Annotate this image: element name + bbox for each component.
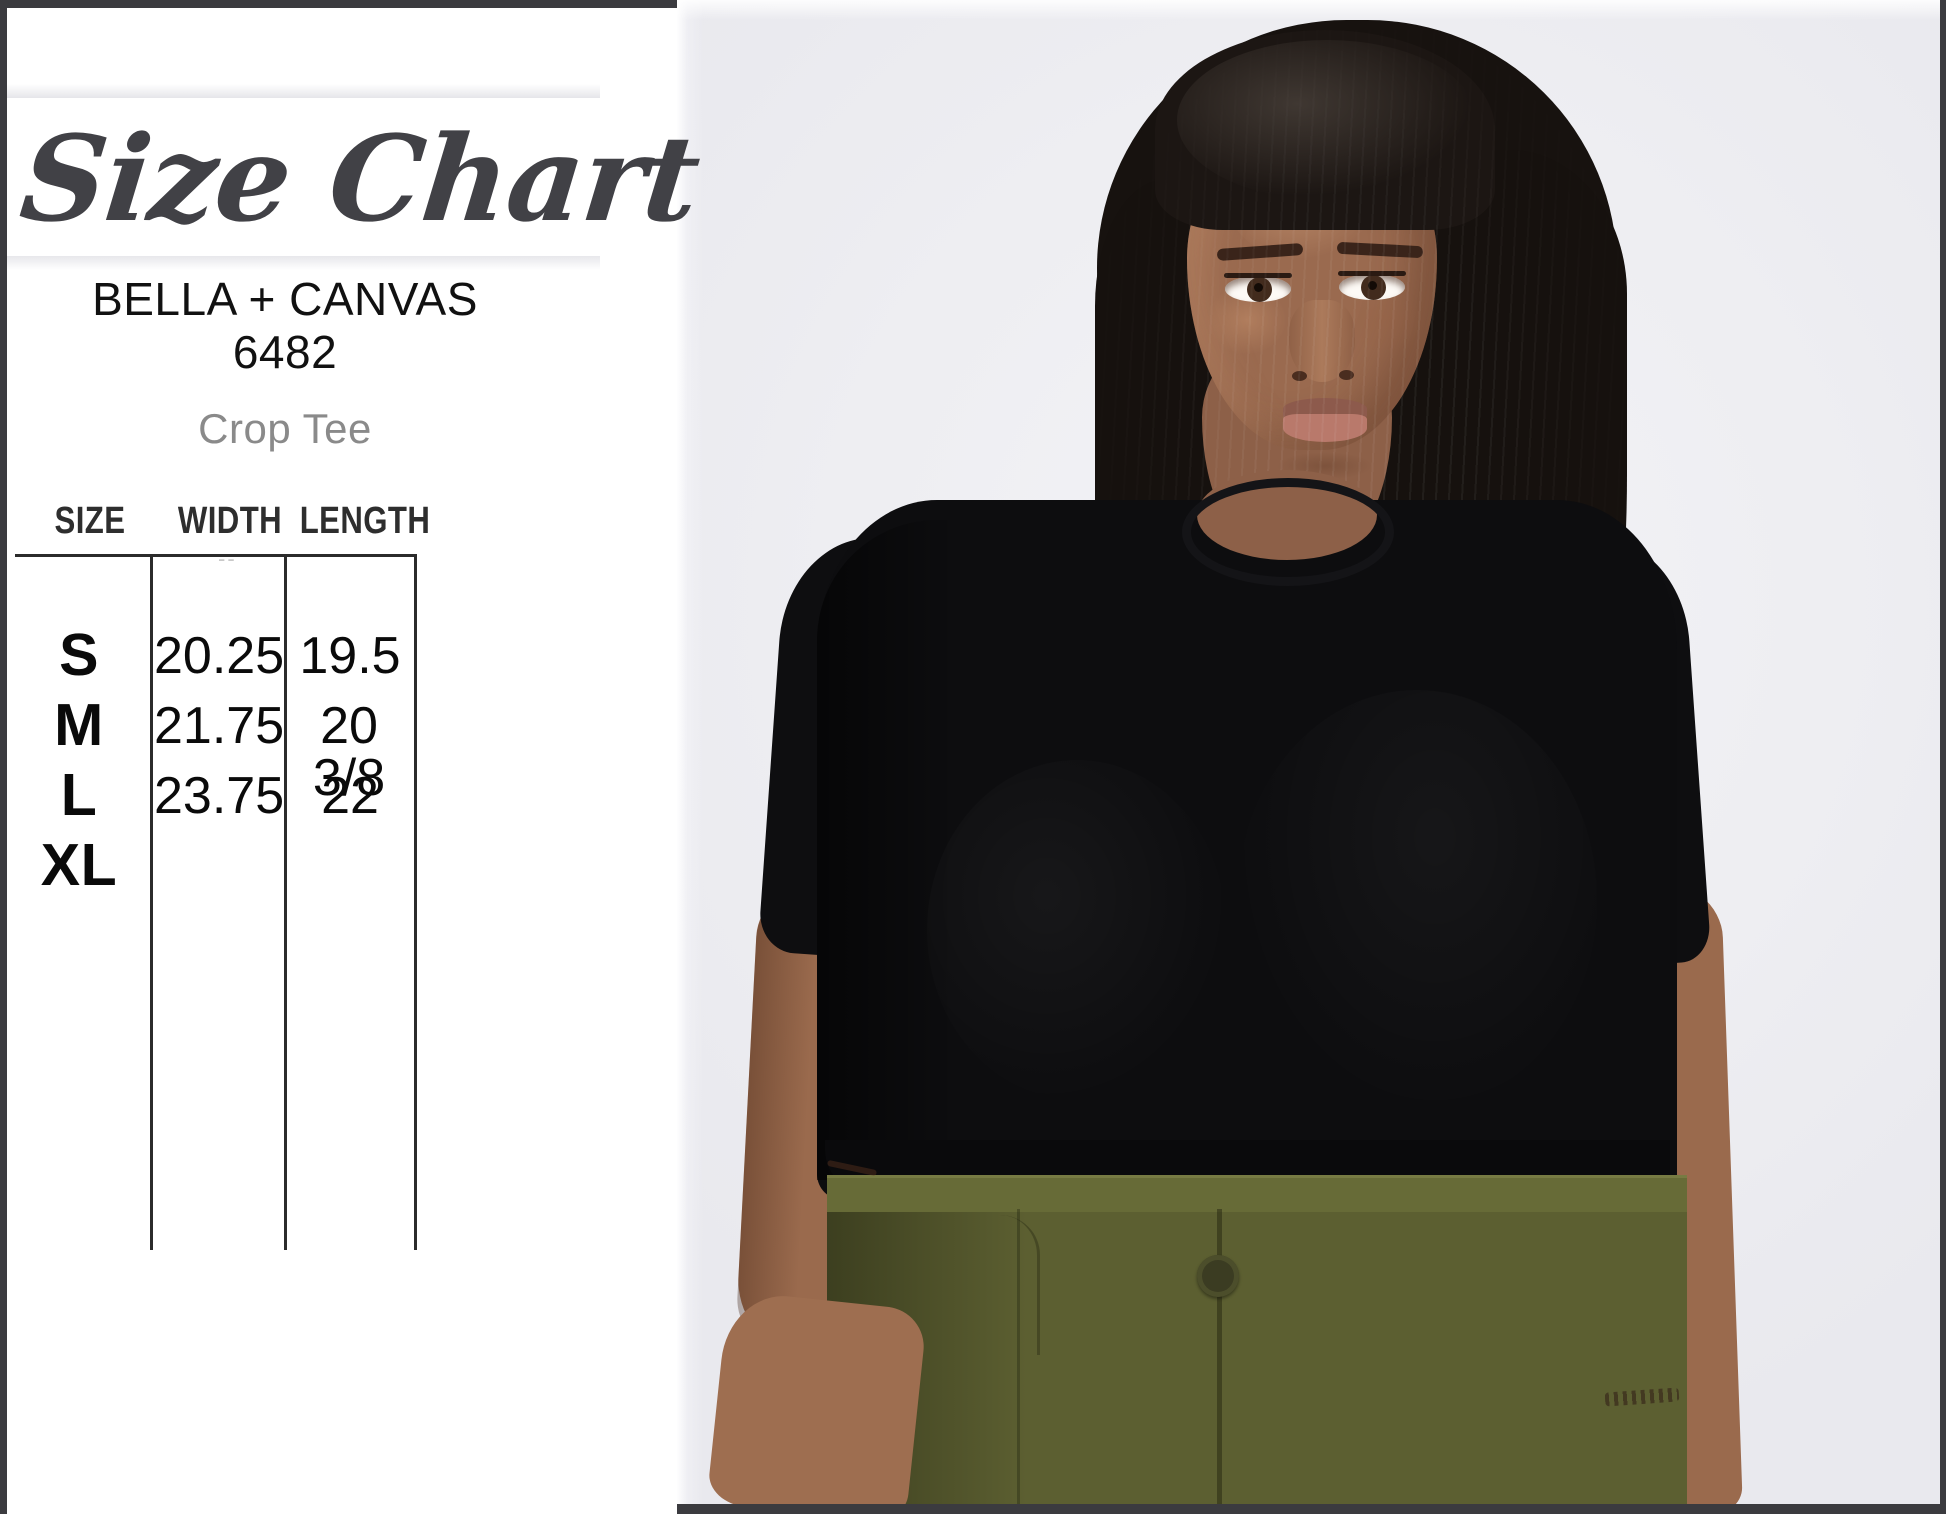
table-cell-length-s: 19.5 xyxy=(299,627,401,685)
photo-top-edge-gradient xyxy=(677,0,1946,20)
table-cell-length-m: 20 3/8 xyxy=(312,697,386,807)
tee-body xyxy=(817,500,1677,1200)
table-right-border xyxy=(414,554,417,1250)
model-hand-left xyxy=(706,1290,928,1514)
ribbon-shadow-top xyxy=(0,84,600,98)
model-hair-crown xyxy=(1155,30,1495,230)
model-lip-lower xyxy=(1283,414,1367,442)
product-photo-content xyxy=(677,0,1946,1514)
frame-top-border xyxy=(0,0,677,8)
brand-name: BELLA + CANVAS xyxy=(92,273,478,325)
table-cell-width-m: 21.75 xyxy=(154,697,285,755)
model-nostril-right xyxy=(1339,370,1354,380)
model-pants xyxy=(827,1175,1687,1514)
model-pants-pocket xyxy=(847,1215,1040,1355)
table-header-row: SIZE WIDTH LENGTH xyxy=(0,500,560,548)
model-iris-right xyxy=(1361,275,1386,300)
product-style-name: Crop Tee xyxy=(198,405,372,452)
table-column-divider-2 xyxy=(284,554,287,1250)
page-title: Size Chart xyxy=(14,109,706,248)
table-row-size-s: S xyxy=(59,622,99,688)
model-hair-sheen xyxy=(1177,40,1477,200)
frame-bottom-border xyxy=(677,1504,1946,1514)
table-cell-width-l: 23.75 xyxy=(154,767,285,825)
table-row-size-l: L xyxy=(60,762,98,828)
model-nose xyxy=(1289,300,1355,382)
tee-fold-left xyxy=(927,760,1227,1100)
model-pants-fly xyxy=(1217,1209,1222,1514)
measurements-table: SIZE WIDTH LENGTH -- S 20.25 19.5 M 21.7… xyxy=(0,500,560,1260)
product-photo xyxy=(677,0,1946,1514)
column-header-width: WIDTH xyxy=(177,500,283,542)
title-ribbon-banner xyxy=(0,84,665,270)
photo-left-edge-gradient xyxy=(677,0,703,1514)
table-cell-length-l: 22 xyxy=(321,767,379,825)
ribbon-shadow-bottom xyxy=(0,256,600,270)
frame-right-border xyxy=(1940,0,1946,1514)
table-row-size-xl: XL xyxy=(40,832,118,898)
column-header-size: SIZE xyxy=(54,500,126,542)
table-header-rule xyxy=(15,554,417,557)
tee-collar-rib xyxy=(1182,478,1394,586)
frame-left-border xyxy=(0,0,7,1514)
model-iris-left xyxy=(1247,277,1272,302)
model-nostril-left xyxy=(1292,371,1307,381)
model-pants-seam xyxy=(1017,1209,1020,1514)
size-chart-panel: Size Chart BELLA + CANVAS 6482 Crop Tee … xyxy=(0,0,706,1514)
model-pants-waistband xyxy=(827,1175,1687,1212)
column-header-length: LENGTH xyxy=(299,500,431,542)
table-row-size-m: M xyxy=(54,692,104,758)
model-lash-right xyxy=(1338,271,1406,276)
stray-pencil-mark: -- xyxy=(218,546,237,571)
model-pants-button xyxy=(1197,1255,1239,1297)
table-column-divider-1 xyxy=(150,554,153,1250)
product-model-number: 6482 xyxy=(232,326,338,378)
tee-fold-right xyxy=(1237,690,1597,1110)
table-cell-width-s: 20.25 xyxy=(154,627,285,685)
tee-shadow-left xyxy=(817,520,957,1180)
model-lash-left xyxy=(1224,273,1292,278)
